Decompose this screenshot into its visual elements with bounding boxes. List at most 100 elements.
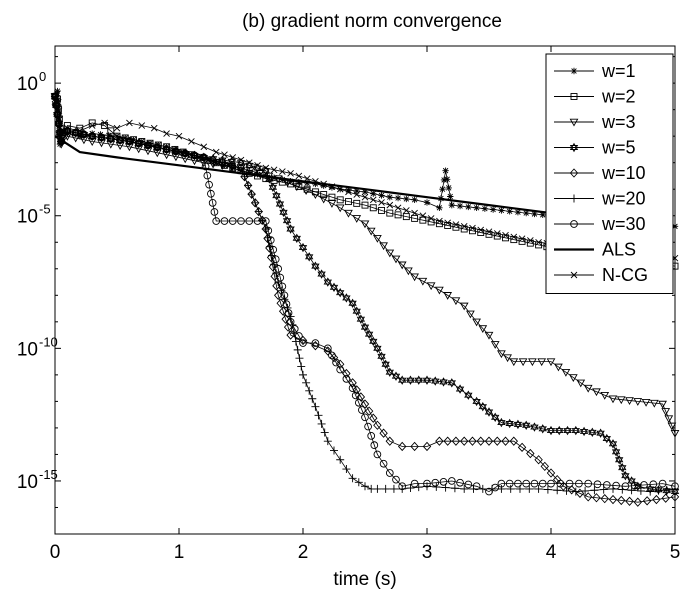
data-point-w-30 xyxy=(286,317,295,326)
data-point-w-3 xyxy=(397,261,407,270)
data-point-w-2 xyxy=(320,191,328,198)
data-point-w-5 xyxy=(608,439,618,449)
data-point-w-1 xyxy=(254,170,261,178)
data-point-w-3 xyxy=(568,374,578,383)
data-point-w-3 xyxy=(435,286,444,295)
data-point-w-20 xyxy=(251,198,260,207)
data-point-n-cg xyxy=(56,115,64,123)
data-point-w-1 xyxy=(386,193,393,201)
data-point-w-10 xyxy=(534,455,543,465)
data-point-w-30 xyxy=(410,479,419,488)
data-point-w-20 xyxy=(317,419,326,428)
data-point-w-20 xyxy=(571,487,580,496)
data-point-n-cg xyxy=(64,124,71,132)
data-point-w-5 xyxy=(377,351,386,361)
data-point-w-1 xyxy=(439,186,446,193)
data-point-w-30 xyxy=(253,217,262,225)
data-point-w-10 xyxy=(617,495,626,506)
data-point-w-30 xyxy=(266,236,275,244)
data-point-w-30 xyxy=(332,358,340,367)
data-point-w-30 xyxy=(351,391,360,400)
data-point-w-1 xyxy=(411,196,418,204)
legend-marker xyxy=(570,220,578,228)
data-point-n-cg xyxy=(175,132,183,140)
data-point-w-30 xyxy=(106,134,115,143)
data-point-w-20 xyxy=(323,437,332,446)
data-point-w-30 xyxy=(278,282,287,291)
legend-box xyxy=(545,53,674,294)
data-point-w-5 xyxy=(391,371,401,381)
legend-entry-w-2: w=2 xyxy=(554,87,636,107)
data-point-w-20 xyxy=(272,269,281,278)
data-point-w-10 xyxy=(247,189,256,199)
data-point-w-30 xyxy=(630,481,639,490)
data-point-w-3 xyxy=(301,187,311,196)
data-point-n-cg xyxy=(88,122,96,129)
data-point-w-30 xyxy=(640,481,648,489)
data-point-w-2 xyxy=(369,204,377,212)
x-tick-label: 4 xyxy=(546,542,557,563)
data-point-w-5 xyxy=(491,412,500,422)
data-point-w-3 xyxy=(561,368,571,377)
data-point-w-5 xyxy=(329,282,339,293)
data-point-w-10 xyxy=(348,378,357,388)
data-point-w-20 xyxy=(274,278,283,287)
data-point-w-5 xyxy=(447,378,456,388)
data-point-w-20 xyxy=(361,482,369,491)
data-point-w-3 xyxy=(583,384,593,393)
data-point-w-5 xyxy=(286,224,295,234)
data-point-w-30 xyxy=(364,422,372,431)
data-point-n-cg xyxy=(200,143,208,151)
data-point-w-3 xyxy=(311,191,320,200)
data-point-w-20 xyxy=(320,428,329,437)
data-point-w-20 xyxy=(342,465,351,474)
data-point-w-30 xyxy=(295,332,303,340)
data-point-w-30 xyxy=(658,479,667,488)
y-tick-label: 10 xyxy=(17,339,38,360)
data-point-n-cg xyxy=(419,212,427,220)
data-point-w-3 xyxy=(404,267,413,276)
data-point-w-20 xyxy=(432,482,441,491)
data-point-w-5 xyxy=(381,359,390,369)
data-point-w-1 xyxy=(531,210,538,218)
data-point-w-10 xyxy=(276,298,285,308)
data-point-w-3 xyxy=(451,297,461,306)
data-point-n-cg xyxy=(229,154,237,161)
data-point-w-10 xyxy=(373,420,382,430)
legend-label: w=5 xyxy=(601,138,636,158)
data-point-w-5 xyxy=(546,425,556,436)
data-point-n-cg xyxy=(138,122,146,129)
data-point-w-3 xyxy=(418,277,428,286)
data-point-w-1 xyxy=(440,176,448,184)
data-point-w-10 xyxy=(592,493,601,503)
data-point-w-30 xyxy=(52,101,61,110)
data-point-n-cg xyxy=(493,230,501,237)
data-point-w-30 xyxy=(80,130,88,139)
data-point-w-5 xyxy=(342,293,351,303)
data-point-w-30 xyxy=(199,153,208,162)
data-point-w-20 xyxy=(308,394,317,403)
data-point-w-5 xyxy=(596,428,605,438)
data-point-n-cg xyxy=(328,183,336,190)
data-point-w-10 xyxy=(435,436,444,446)
data-point-w-10 xyxy=(243,180,253,191)
data-point-n-cg xyxy=(502,231,509,239)
data-point-n-cg xyxy=(57,124,64,132)
data-point-n-cg xyxy=(369,196,377,204)
data-point-w-10 xyxy=(143,140,153,151)
data-point-w-10 xyxy=(422,441,432,452)
data-point-w-5 xyxy=(579,426,589,437)
data-point-w-10 xyxy=(369,413,378,423)
data-point-w-20 xyxy=(636,486,645,495)
data-point-w-5 xyxy=(464,390,473,400)
data-point-w-3 xyxy=(410,273,419,282)
data-point-w-30 xyxy=(491,483,500,492)
data-point-w-1 xyxy=(443,176,451,183)
legend-entry-w-5: w=5 xyxy=(554,138,636,158)
data-point-w-1 xyxy=(473,204,480,211)
data-point-n-cg xyxy=(510,233,518,241)
data-point-w-10 xyxy=(323,346,333,356)
data-point-w-10 xyxy=(642,496,652,506)
data-point-n-cg xyxy=(270,166,278,174)
data-point-w-3 xyxy=(373,235,382,243)
